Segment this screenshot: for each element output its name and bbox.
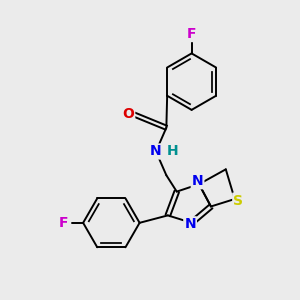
Text: F: F bbox=[187, 27, 196, 41]
Text: N: N bbox=[184, 217, 196, 231]
Text: O: O bbox=[122, 107, 134, 121]
Text: H: H bbox=[167, 145, 178, 158]
Text: N: N bbox=[192, 174, 203, 188]
Text: F: F bbox=[59, 216, 69, 230]
Text: S: S bbox=[233, 194, 243, 208]
Text: N: N bbox=[150, 145, 162, 158]
